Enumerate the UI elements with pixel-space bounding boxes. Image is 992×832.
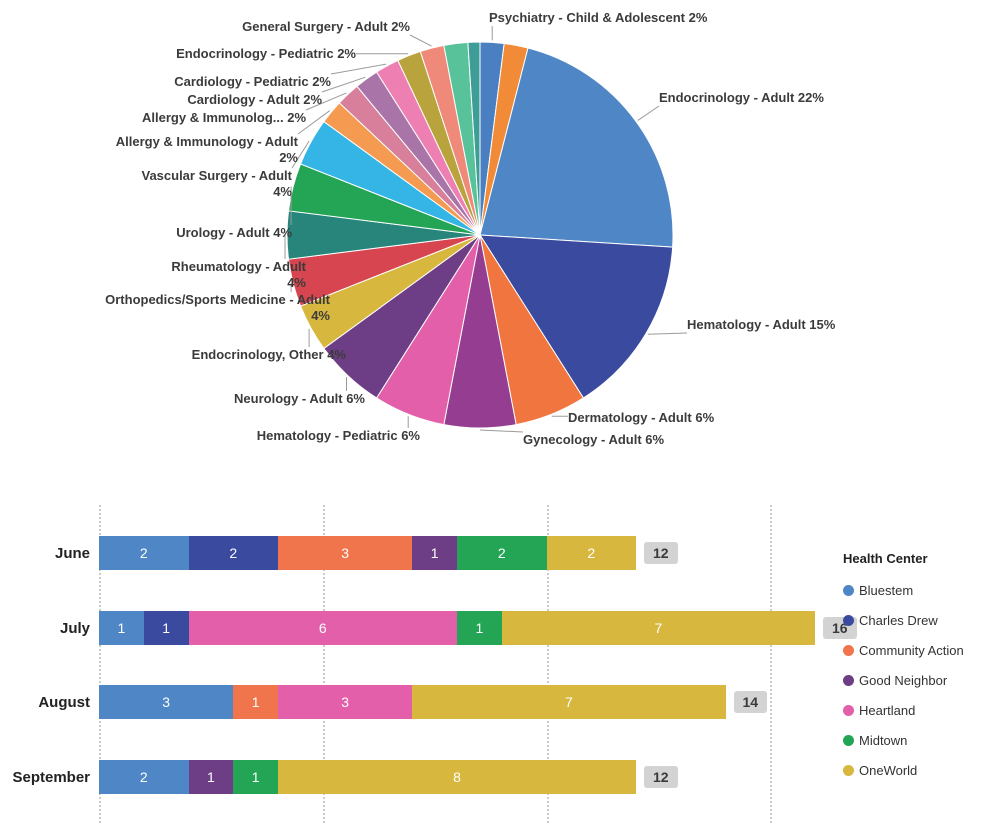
- pie-label-leader-line: [647, 332, 688, 335]
- bar-segment[interactable]: 2: [188, 536, 278, 570]
- month-label: July: [59, 619, 90, 637]
- bar-segment[interactable]: 2: [99, 760, 189, 794]
- x-gridline: [770, 505, 773, 823]
- pie-label-leader-line: [330, 63, 387, 75]
- bar-total-label: 12: [644, 766, 678, 788]
- x-gridline: [99, 505, 101, 823]
- bar-segment[interactable]: 3: [278, 685, 413, 719]
- legend-item[interactable]: Charles Drew: [843, 605, 964, 635]
- bar-total-label: 14: [733, 691, 768, 713]
- legend-swatch-icon: [843, 644, 854, 656]
- pie-label-leader-line: [291, 140, 310, 169]
- x-gridline: [322, 505, 325, 823]
- pie-label-leader-line: [321, 76, 366, 93]
- legend-swatch-icon: [843, 734, 854, 746]
- x-gridline: [546, 505, 549, 823]
- bar-total-label: 12: [644, 542, 678, 564]
- legend-label: Midtown: [859, 732, 908, 748]
- legend: Health Center Bluestem Charles Drew Commun…: [843, 551, 964, 785]
- legend-item[interactable]: Heartland: [843, 695, 964, 725]
- legend-swatch-icon: [843, 704, 854, 716]
- bar-segment[interactable]: 2: [99, 536, 189, 570]
- month-label: August: [38, 693, 90, 711]
- bar-segment[interactable]: 1: [143, 611, 189, 645]
- pie-slice[interactable]: [479, 47, 674, 248]
- legend-item[interactable]: Community Action: [843, 635, 964, 665]
- bar-segment[interactable]: 1: [233, 760, 278, 794]
- legend-item[interactable]: Good Neighbor: [843, 665, 964, 695]
- monthly-stacked-bar-chart: June 2 2 3 1 2 2 12 July 1 1 6 1 7 16 August 3 1 3 7 14 Septe…: [0, 505, 992, 832]
- month-label: September: [12, 768, 90, 786]
- bar-row: July 1 1 6 1 7 16: [0, 611, 857, 645]
- legend-label: Heartland: [859, 702, 916, 718]
- bar-segment[interactable]: 2: [457, 536, 547, 570]
- bar-row: September 2 1 1 8 12: [0, 760, 678, 794]
- legend-title: Health Center: [843, 551, 928, 566]
- bar-segment[interactable]: 7: [501, 611, 815, 645]
- bar-segment[interactable]: 6: [188, 611, 457, 645]
- bar-row: August 3 1 3 7 14: [0, 685, 768, 719]
- legend-label: Community Action: [859, 642, 964, 658]
- month-label: June: [54, 544, 90, 562]
- pie-label-leader-line: [479, 429, 524, 433]
- legend-swatch-icon: [843, 764, 854, 776]
- bar-segment[interactable]: 1: [233, 685, 278, 719]
- bar-segment[interactable]: 1: [457, 611, 502, 645]
- bar-row: June 2 2 3 1 2 2 12: [0, 536, 678, 570]
- legend-swatch-icon: [843, 584, 854, 596]
- bar-segment[interactable]: 3: [278, 536, 413, 570]
- bar-segment[interactable]: 1: [99, 611, 144, 645]
- legend-item[interactable]: Bluestem: [843, 575, 964, 605]
- legend-label: Charles Drew: [859, 612, 938, 628]
- legend-label: Bluestem: [859, 582, 914, 598]
- legend-swatch-icon: [843, 674, 854, 686]
- legend-swatch-icon: [843, 614, 854, 626]
- pie-label-leader-line: [637, 105, 660, 121]
- specialty-pie-chart: Psychiatry - Child & Adolescent 2% Endocr…: [105, 10, 835, 447]
- pie-slice[interactable]: [479, 234, 674, 399]
- legend-item[interactable]: OneWorld: [843, 755, 964, 785]
- bar-segment[interactable]: 2: [546, 536, 636, 570]
- bar-segment[interactable]: 1: [412, 536, 457, 570]
- pie-label-leader-line: [409, 34, 432, 47]
- legend-items: Bluestem Charles Drew Community Action Good…: [843, 575, 964, 785]
- legend-label: OneWorld: [859, 762, 918, 778]
- bar-segment[interactable]: 3: [99, 685, 234, 719]
- pie-slice[interactable]: [467, 41, 481, 236]
- pie-label-leader-line: [297, 110, 330, 135]
- pie-label-leader-line: [305, 92, 347, 111]
- bar-segment[interactable]: 7: [412, 685, 726, 719]
- bar-segment[interactable]: 8: [278, 760, 636, 794]
- legend-label: Good Neighbor: [859, 672, 948, 688]
- bar-segment[interactable]: 1: [188, 760, 234, 794]
- legend-item[interactable]: Midtown: [843, 725, 964, 755]
- pie-svg: [284, 26, 688, 433]
